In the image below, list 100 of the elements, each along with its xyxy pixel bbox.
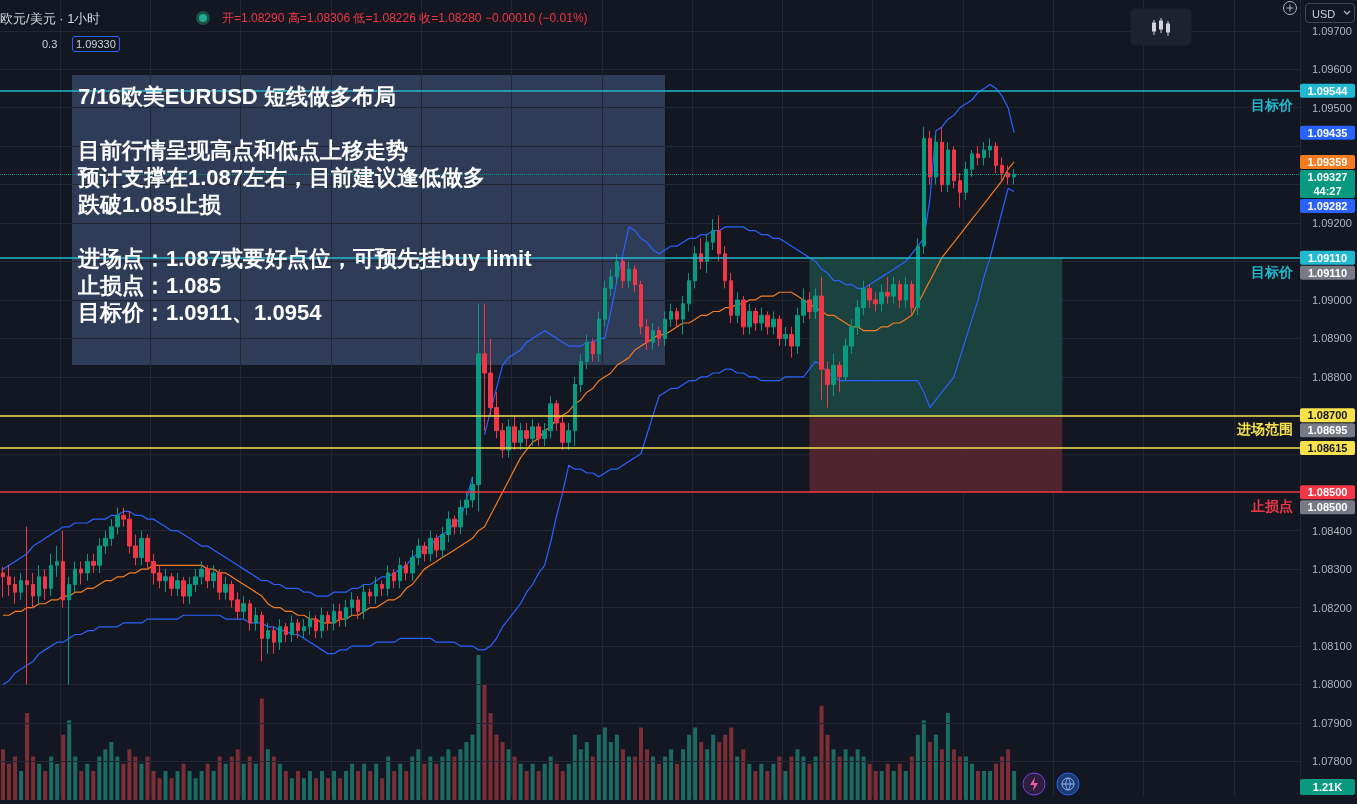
candlestick <box>85 553 90 582</box>
bar <box>699 742 704 800</box>
candlestick <box>530 418 535 447</box>
bar <box>663 756 668 800</box>
bar <box>596 734 601 800</box>
candlestick <box>1000 157 1004 182</box>
ref-line-label: 进场范围 <box>1236 421 1293 438</box>
candlestick <box>19 572 23 601</box>
candlestick <box>879 284 884 312</box>
candlestick <box>958 172 962 209</box>
text: 1.09544 <box>1307 84 1349 97</box>
bar <box>67 720 72 800</box>
bar <box>253 763 258 800</box>
bar <box>392 771 397 800</box>
bar <box>488 713 493 800</box>
candlestick <box>669 303 673 328</box>
candlestick <box>380 580 384 597</box>
candlestick <box>73 560 77 593</box>
y-tick-label: 1.08000 <box>1312 678 1352 691</box>
candlestick <box>952 145 956 189</box>
bar <box>139 763 144 800</box>
bar <box>265 749 270 800</box>
bar <box>921 720 926 800</box>
candlestick <box>217 568 222 601</box>
candlestick <box>452 514 457 536</box>
bar <box>482 684 487 800</box>
bar <box>506 749 511 800</box>
bar <box>398 763 403 800</box>
candlestick <box>362 584 366 620</box>
candlestick <box>663 310 667 347</box>
candlestick <box>175 572 180 597</box>
bar <box>735 756 740 800</box>
bar <box>729 727 734 800</box>
candlestick <box>13 576 17 605</box>
candlestick <box>705 234 709 274</box>
text: 1.08615 <box>1307 441 1348 454</box>
bar <box>55 763 60 800</box>
candlestick <box>163 568 168 593</box>
candlestick <box>79 560 83 585</box>
ref-line-label: 目标价 <box>1251 96 1294 113</box>
bar <box>326 778 331 800</box>
bar <box>61 734 66 800</box>
text: 1.09110 <box>1307 251 1348 264</box>
bar <box>301 778 306 800</box>
bar <box>464 742 469 800</box>
candlestick <box>37 564 41 605</box>
candlestick <box>49 553 53 597</box>
candlestick <box>753 307 758 332</box>
bar <box>885 763 890 800</box>
annotation: 进场点：1.087或要好点位，可预先挂buy limit <box>78 245 532 272</box>
bar <box>879 771 884 800</box>
bar <box>73 756 78 800</box>
candlestick <box>326 610 330 632</box>
candlestick <box>988 137 992 159</box>
y-tick-label: 1.08800 <box>1312 370 1352 383</box>
candlestick <box>260 610 264 662</box>
bar <box>283 771 288 800</box>
candlestick <box>332 603 336 632</box>
candlestick <box>729 272 733 324</box>
bar <box>422 763 427 800</box>
bar <box>795 749 800 800</box>
bar <box>626 756 631 800</box>
bar <box>560 771 565 800</box>
bar <box>1012 771 1017 800</box>
bar <box>687 734 692 800</box>
bar <box>512 756 517 800</box>
bar <box>903 771 908 800</box>
bar <box>969 763 974 800</box>
candlestick <box>205 564 210 589</box>
y-tick-label: 1.07900 <box>1312 716 1352 729</box>
candlestick <box>735 291 740 324</box>
candlestick <box>91 553 96 574</box>
bar <box>771 763 776 800</box>
bar <box>247 756 252 800</box>
bar <box>741 749 746 800</box>
bar <box>572 734 577 800</box>
candlestick <box>609 268 613 297</box>
candlestick <box>898 280 902 309</box>
candlestick <box>338 603 342 628</box>
bar <box>518 763 523 800</box>
candlestick <box>278 618 282 651</box>
bar <box>338 778 343 800</box>
candlestick <box>404 560 408 582</box>
annotation: 0.3 <box>42 38 58 50</box>
bar <box>295 771 300 800</box>
candlestick <box>25 526 29 685</box>
candlestick <box>181 576 186 605</box>
bar <box>693 727 698 800</box>
candlestick <box>675 307 679 328</box>
candlestick <box>284 622 288 643</box>
bar <box>831 749 836 800</box>
candlestick <box>374 576 378 605</box>
candlestick <box>807 291 812 320</box>
y-tick-label: 1.09700 <box>1312 24 1352 37</box>
bar <box>753 771 758 800</box>
candlestick <box>55 545 59 578</box>
bar <box>43 771 48 800</box>
bar <box>717 742 722 800</box>
candlestick <box>296 618 300 639</box>
bar <box>121 763 126 800</box>
